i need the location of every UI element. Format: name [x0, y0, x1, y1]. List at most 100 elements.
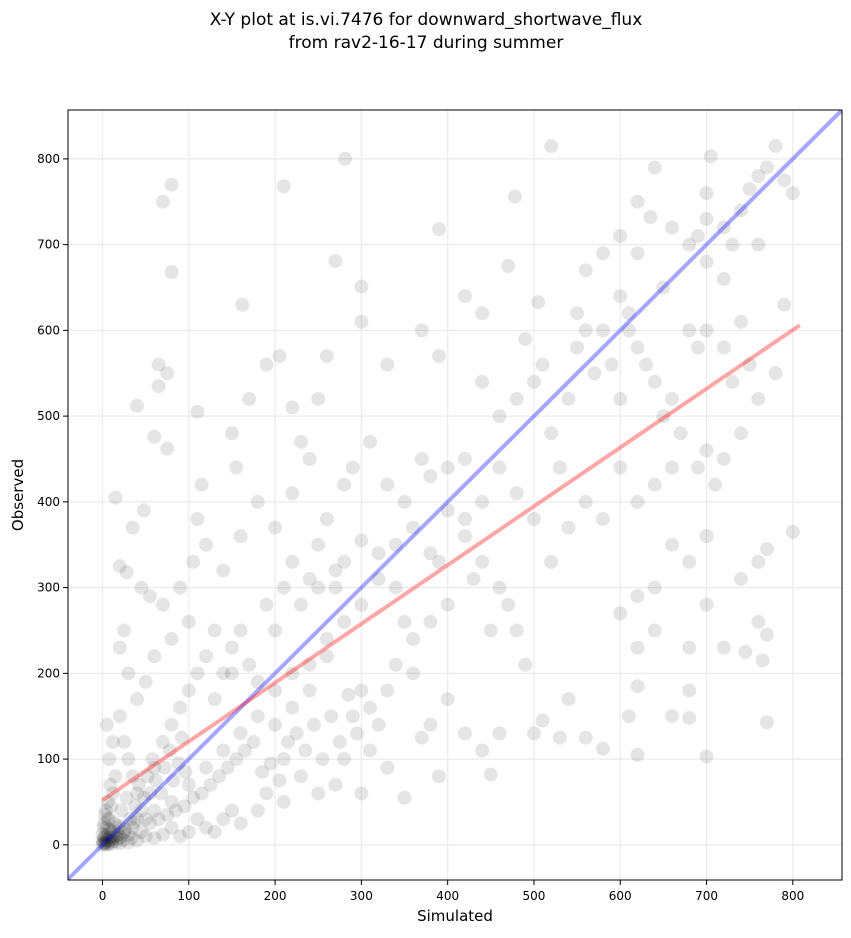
data-point — [363, 700, 378, 715]
data-point — [220, 760, 235, 775]
data-point — [734, 203, 749, 218]
y-tick-label: 700 — [37, 238, 60, 252]
data-point — [134, 803, 149, 818]
data-point — [311, 786, 326, 801]
data-point — [621, 306, 636, 321]
data-point — [440, 460, 455, 475]
data-point — [501, 259, 516, 274]
data-point — [734, 314, 749, 329]
data-point — [98, 829, 113, 844]
data-point — [734, 572, 749, 587]
data-point — [311, 391, 326, 406]
data-point — [388, 657, 403, 672]
data-point — [682, 640, 697, 655]
data-point — [397, 790, 412, 805]
data-point — [457, 451, 472, 466]
data-point — [345, 709, 360, 724]
y-axis-label: Observed — [9, 459, 27, 531]
data-point — [440, 597, 455, 612]
data-point — [423, 717, 438, 732]
data-point — [337, 554, 352, 569]
data-point — [414, 730, 429, 745]
data-point — [216, 563, 231, 578]
data-point — [755, 653, 770, 668]
data-point — [224, 426, 239, 441]
data-point — [142, 786, 157, 801]
data-point — [682, 554, 697, 569]
data-point — [716, 271, 731, 286]
data-point — [268, 520, 283, 535]
data-point — [263, 756, 278, 771]
data-point — [276, 752, 291, 767]
data-point — [99, 837, 114, 852]
data-point — [233, 529, 248, 544]
data-point — [621, 323, 636, 338]
data-point — [130, 833, 145, 848]
data-point — [100, 794, 115, 809]
data-point — [155, 827, 170, 842]
data-point — [107, 816, 122, 831]
data-point — [406, 666, 421, 681]
data-point — [682, 237, 697, 252]
data-point — [630, 246, 645, 261]
data-point — [242, 657, 257, 672]
data-point — [507, 189, 522, 204]
data-point — [102, 752, 117, 767]
data-point — [125, 769, 140, 784]
y-tick-label: 0 — [52, 838, 60, 852]
chart-title-line2: from rav2-16-17 during summer — [289, 33, 564, 53]
data-point — [138, 829, 153, 844]
data-point — [380, 683, 395, 698]
data-point — [397, 614, 412, 629]
fit-lines — [68, 110, 842, 880]
data-point — [423, 614, 438, 629]
data-point — [102, 812, 117, 827]
x-tick-label: 400 — [436, 889, 459, 903]
data-point — [345, 460, 360, 475]
data-point — [207, 824, 222, 839]
data-point — [595, 246, 610, 261]
data-point — [380, 477, 395, 492]
data-point — [102, 822, 117, 837]
data-point — [457, 529, 472, 544]
data-point — [136, 790, 151, 805]
data-point — [190, 666, 205, 681]
data-point — [535, 713, 550, 728]
data-point — [166, 773, 181, 788]
data-point — [725, 374, 740, 389]
data-point — [509, 623, 524, 638]
data-point — [229, 460, 244, 475]
data-point — [216, 666, 231, 681]
data-point — [777, 297, 792, 312]
data-point — [174, 730, 189, 745]
x-axis-label: Simulated — [417, 907, 493, 925]
data-point — [492, 580, 507, 595]
data-point — [647, 477, 662, 492]
data-point — [483, 767, 498, 782]
regression-line — [101, 323, 801, 802]
data-point — [96, 835, 111, 850]
data-point — [111, 818, 126, 833]
data-point — [186, 554, 201, 569]
data-point — [250, 709, 265, 724]
data-point — [164, 177, 179, 192]
data-point — [475, 743, 490, 758]
data-point — [117, 824, 132, 839]
data-point — [354, 786, 369, 801]
data-point — [235, 297, 250, 312]
data-point — [332, 734, 347, 749]
y-tick-label: 300 — [37, 581, 60, 595]
data-point — [177, 799, 192, 814]
data-point — [130, 812, 145, 827]
data-point — [95, 837, 110, 852]
data-point — [199, 820, 214, 835]
data-point — [117, 822, 132, 837]
data-point — [457, 512, 472, 527]
y-tick-label: 600 — [37, 323, 60, 337]
data-point — [324, 709, 339, 724]
data-point — [104, 824, 119, 839]
data-point — [121, 752, 136, 767]
data-point — [121, 827, 136, 842]
data-point — [181, 683, 196, 698]
